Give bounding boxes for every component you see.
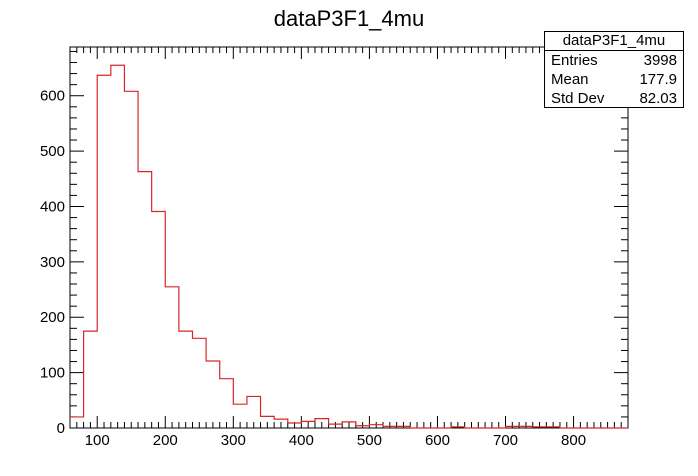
y-tick-label: 600 [40,88,65,105]
y-tick-label: 200 [40,309,65,326]
x-tick-label: 100 [85,432,110,449]
x-tick-label: 700 [493,432,518,449]
stats-row-mean: Mean 177.9 [545,70,683,89]
stats-value: 3998 [643,52,677,69]
stats-title: dataP3F1_4mu [545,32,683,51]
stats-label: Entries [551,52,598,69]
chart-title: dataP3F1_4mu [273,6,425,31]
stats-box: dataP3F1_4mu Entries 3998 Mean 177.9 Std… [544,31,684,108]
x-tick-label: 600 [425,432,450,449]
histogram-series-line [70,64,628,429]
stats-value: 177.9 [639,71,677,88]
stats-label: Std Dev [551,90,605,107]
stats-row-stddev: Std Dev 82.03 [545,89,683,108]
y-tick-label: 100 [40,365,65,382]
y-tick-label: 0 [57,420,65,437]
y-tick-label: 300 [40,254,65,271]
y-tick-label: 500 [40,143,65,160]
x-tick-label: 400 [289,432,314,449]
x-tick-label: 200 [153,432,178,449]
stats-row-entries: Entries 3998 [545,51,683,70]
x-tick-label: 800 [561,432,586,449]
y-axis: 0 100 200 300 400 500 600 [40,50,628,437]
y-tick-label: 400 [40,198,65,215]
x-tick-label: 500 [357,432,382,449]
stats-value: 82.03 [639,90,677,107]
x-tick-label: 300 [221,432,246,449]
x-axis: 100 200 300 400 500 600 700 800 [69,47,629,449]
stats-label: Mean [551,71,589,88]
